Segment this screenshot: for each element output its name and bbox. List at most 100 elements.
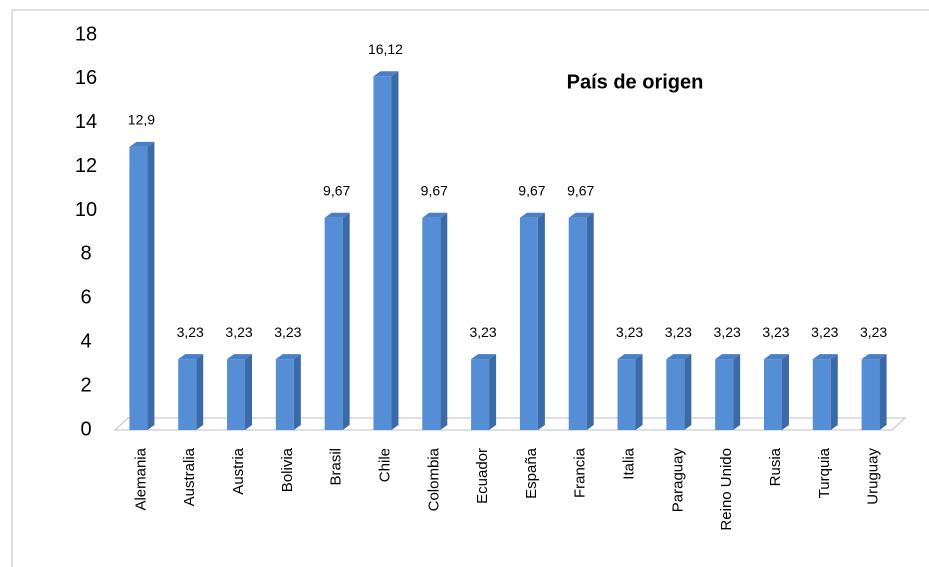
chart-title: País de origen (567, 71, 704, 93)
bar-front (129, 146, 148, 430)
bar-top (519, 212, 545, 218)
bar-front (471, 359, 490, 430)
x-tick-label: España (523, 447, 540, 499)
data-label: 9,67 (323, 183, 350, 199)
bar-top (617, 354, 643, 360)
y-tick-label: 16 (75, 67, 97, 89)
bar-side (342, 212, 350, 430)
bar-front (666, 359, 685, 430)
bar-top (666, 354, 692, 360)
y-tick-label: 6 (80, 287, 91, 309)
data-label: 9,67 (567, 183, 594, 199)
data-label: 3,23 (714, 324, 741, 340)
bar (861, 354, 887, 430)
x-tick-label: Alemania (132, 447, 149, 510)
y-tick-label: 10 (75, 199, 97, 221)
bar-top (275, 354, 301, 360)
data-label: 3,23 (274, 324, 301, 340)
bar-top (373, 71, 399, 77)
bar-front (861, 359, 880, 430)
x-tick-label: Chile (376, 448, 393, 482)
x-tick-label: Paraguay (669, 448, 686, 513)
bar-side (586, 212, 594, 430)
y-tick-label: 18 (75, 23, 97, 45)
data-label: 3,23 (762, 324, 789, 340)
bar-front (227, 359, 246, 430)
x-tick-label: Turquia (816, 447, 833, 498)
y-tick-label: 0 (80, 418, 91, 440)
data-label: 3,23 (616, 324, 643, 340)
bar (178, 354, 204, 430)
bar-top (129, 141, 155, 147)
x-tick-label: Bolivia (279, 447, 296, 492)
bar-top (715, 354, 741, 360)
x-tick-label: Ecuador (474, 448, 491, 504)
bar-side (830, 354, 838, 430)
data-label: 3,23 (860, 324, 887, 340)
bar-front (178, 359, 197, 430)
bar-top (812, 354, 838, 360)
bar (812, 354, 838, 430)
bar-top (422, 212, 448, 218)
bar-front (422, 217, 441, 430)
chart-border (11, 9, 929, 567)
bar-side (293, 354, 301, 430)
bar-top (471, 354, 497, 360)
data-label: 3,23 (469, 324, 496, 340)
bar (373, 71, 399, 430)
bar (617, 354, 643, 430)
y-tick-label: 4 (80, 331, 91, 353)
bar-side (733, 354, 741, 430)
bar-side (147, 141, 155, 430)
bar (666, 354, 692, 430)
bar (129, 141, 155, 430)
y-tick-label: 8 (80, 243, 91, 265)
bar-front (617, 359, 636, 430)
data-label: 3,23 (177, 324, 204, 340)
bar-front (763, 359, 782, 430)
bar-front (275, 359, 294, 430)
bar-front (519, 217, 538, 430)
data-label: 16,12 (368, 41, 403, 57)
bar-side (781, 354, 789, 430)
bar (324, 212, 350, 430)
bar (568, 212, 594, 430)
bar (275, 354, 301, 430)
bar-front (324, 217, 343, 430)
bar-side (245, 354, 253, 430)
bar-side (489, 354, 497, 430)
data-label: 3,23 (811, 324, 838, 340)
x-tick-label: Colombia (425, 447, 442, 511)
bar-top (324, 212, 350, 218)
data-label: 3,23 (225, 324, 252, 340)
bar-side (879, 354, 887, 430)
data-label: 12,9 (128, 112, 155, 128)
bar-side (537, 212, 545, 430)
bar-top (763, 354, 789, 360)
bar-side (391, 71, 399, 430)
bar-front (715, 359, 734, 430)
y-tick-label: 14 (75, 111, 97, 133)
bar-side (635, 354, 643, 430)
x-tick-label: Uruguay (865, 448, 882, 505)
data-label: 9,67 (421, 183, 448, 199)
bar (763, 354, 789, 430)
bar-front (373, 76, 392, 430)
bar (227, 354, 253, 430)
bar-top (178, 354, 204, 360)
x-tick-label: Australia (181, 447, 198, 506)
x-tick-label: Francia (572, 447, 589, 498)
x-tick-label: Brasil (328, 448, 345, 486)
bar (422, 212, 448, 430)
x-tick-label: Italia (621, 447, 638, 479)
x-tick-label: Reino Unido (718, 448, 735, 531)
bar-front (812, 359, 831, 430)
bar-front (568, 217, 587, 430)
bar-top (568, 212, 594, 218)
x-tick-label: Rusia (767, 447, 784, 486)
bar-top (861, 354, 887, 360)
bar-side (684, 354, 692, 430)
y-tick-label: 2 (80, 374, 91, 396)
bar-side (440, 212, 448, 430)
